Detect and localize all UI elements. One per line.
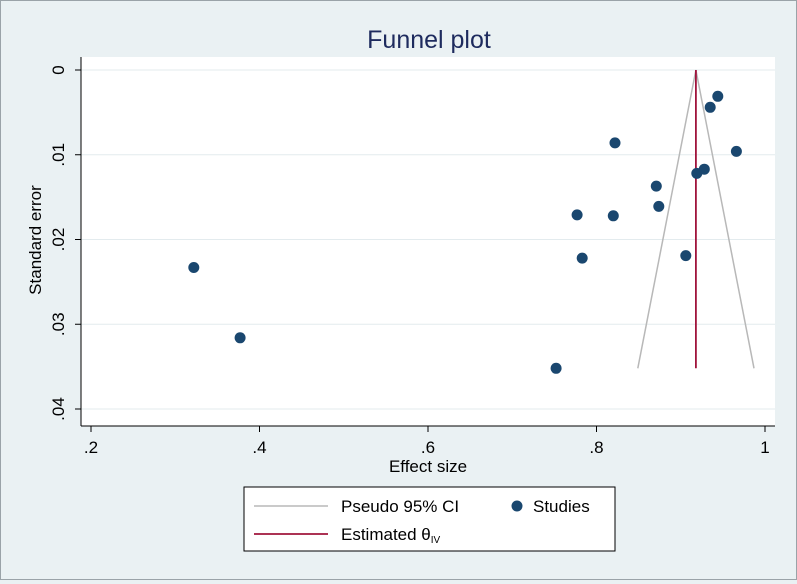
legend-ci-label: Pseudo 95% CI [341,497,459,516]
y-axis-label: Standard error [26,185,45,295]
y-tick-label: .04 [49,397,68,421]
y-tick-label: 0 [49,65,68,74]
y-axis-ticks: 0 .01 .02 .03 .04 [49,65,81,421]
study-point [607,210,619,222]
study-point [704,101,716,113]
study-point [712,90,724,102]
study-point [698,163,710,175]
y-tick-label: .03 [49,312,68,336]
x-tick-label: 1 [760,438,769,457]
study-point [188,262,200,273]
study-point [234,332,246,344]
y-tick-label: .02 [49,228,68,252]
x-axis-label: Effect size [389,457,467,476]
chart-title: Funnel plot [367,26,491,54]
legend-box [243,486,616,552]
study-point [650,180,662,192]
study-point [576,252,588,264]
x-axis-ticks: .2 .4 .6 .8 1 [84,426,770,457]
x-tick-label: .4 [252,438,266,457]
study-point [730,145,742,157]
legend-estimate-label: Estimated θIV [341,525,441,546]
x-tick-label: .2 [84,438,98,457]
x-tick-label: .6 [421,438,435,457]
series-layer [188,69,755,374]
study-point [571,209,583,221]
study-point [653,200,665,212]
legend-estimate-text: Estimated θ [341,525,431,544]
y-tick-label: .01 [49,143,68,167]
legend-estimate-subscript: IV [431,535,441,546]
study-point [550,362,562,374]
legend-studies-label: Studies [533,497,590,516]
study-point [680,250,692,262]
legend: Pseudo 95% CI Studies Estimated θIV [243,486,616,552]
legend-studies-marker [511,500,523,512]
grid-lines [81,69,775,410]
x-tick-label: .8 [589,438,603,457]
study-point [609,137,621,149]
plot-area [81,57,775,426]
